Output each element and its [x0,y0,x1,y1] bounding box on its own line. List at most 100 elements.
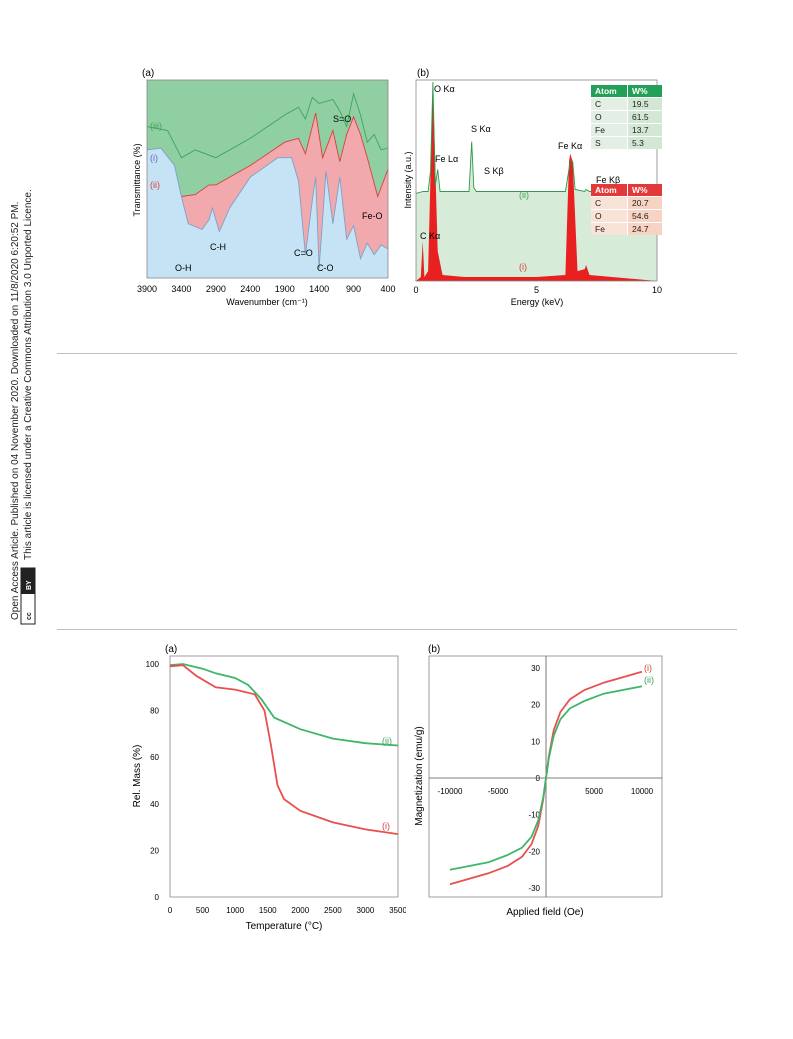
vsm-y-tick-label: 30 [531,664,540,673]
tga-y-tick-label: 40 [150,800,159,809]
tga-x-tick-label: 3000 [357,906,375,915]
edx-green-atom: O [591,110,628,124]
edx-panel-label: (b) [417,68,429,79]
vsm-series-label-ii: (ii) [644,675,654,685]
cc-by-badge[interactable]: cc BY [20,567,36,625]
ftir-annotation-co-double: C=O [294,248,313,258]
edx-x-axis-label: Energy (keV) [511,297,564,307]
vsm-x-tick-label: -5000 [488,787,509,796]
tga-x-tick-label: 3500 [389,906,406,915]
edx-x-tick-label: 0 [413,285,418,295]
edx-peak-s-kb: S Kβ [484,166,504,176]
edx-green-row: C 19.5 [591,97,662,111]
vsm-y-tick-label: -30 [528,884,540,893]
ftir-panel-label: (a) [142,68,154,79]
tga-x-tick-label: 1000 [226,906,244,915]
edx-peak-fe-ka: Fe Kα [558,141,582,151]
edx-frame [415,79,658,282]
ftir-x-tick-label: 2900 [206,284,226,294]
ftir-x-tick-label: 1400 [309,284,329,294]
ftir-series-label-i: (i) [150,153,158,163]
vsm-y-axis-label: Magnetization (emu/g) [414,726,425,826]
edx-figure: (b) 0 5 10 Energy (keV) Intensity (a.u.) O… [400,62,670,314]
tga-plot-area [169,663,399,835]
tga-series-label-i: (i) [382,821,390,831]
vsm-y-tick-label: 0 [536,774,541,783]
vsm-y-tick-label: 10 [531,737,540,746]
vsm-plot-area [429,656,662,897]
edx-red-header-w: W% [627,184,662,197]
edx-red-value: 24.7 [627,222,662,235]
edx-red-header-atom: Atom [591,184,628,197]
ftir-x-tick-label: 900 [346,284,361,294]
ftir-annotation-feo: Fe-O [362,211,383,221]
edx-green-atom: C [591,97,628,111]
edx-green-value: 13.7 [627,123,662,137]
ftir-series-label-ii: (ii) [150,180,160,190]
edx-green-row: Fe 13.7 [591,123,662,137]
ftir-annotation-oh: O-H [175,263,192,273]
ftir-line-ii [146,112,389,198]
tga-panel-label: (a) [165,644,177,655]
tga-x-axis-label: Temperature (°C) [246,921,323,932]
edx-x-tick-label: 5 [534,285,539,295]
vsm-figure: (b) -10000 -5000 5000 10000 30 20 10 0 -10 -20 -30… [410,638,670,938]
ftir-annotation-so: S=O [333,114,351,124]
ftir-annotation-co: C-O [317,263,334,273]
ftir-x-tick-label: 3400 [171,284,191,294]
edx-red-value: 54.6 [627,209,662,223]
cc-icon: cc [26,612,33,620]
tga-line-i [169,664,399,835]
divider-top [57,353,737,354]
vsm-panel-label: (b) [428,644,440,655]
vsm-svg: (b) -10000 -5000 5000 10000 30 20 10 0 -10 -20 -30… [414,644,663,918]
tga-y-tick-label: 60 [150,753,159,762]
tga-y-tick-label: 0 [155,893,160,902]
edx-red-row: C 20.7 [591,196,662,210]
edx-table-red: Atom W% C 20.7 O 54.6 Fe 24.7 [591,184,662,235]
ftir-x-tick-label: 3900 [137,284,157,294]
edx-green-value: 19.5 [627,97,662,111]
license-line-1: Open Access Article. Published on 04 Nov… [10,202,21,620]
edx-peak-fe-kb: Fe Kβ [596,175,620,185]
edx-peak-fe-la: Fe Lα [435,154,458,164]
edx-green-row: S 5.3 [591,136,662,149]
vsm-x-axis-label: Applied field (Oe) [506,907,583,918]
edx-red-value: 20.7 [627,196,662,210]
tga-series-label-ii: (ii) [382,736,392,746]
ftir-x-ticks: 3900 3400 2900 2400 1900 1400 900 400 [137,284,396,294]
tga-y-tick-label: 80 [150,707,159,716]
tga-x-tick-label: 500 [196,906,210,915]
edx-green-row: O 61.5 [591,110,662,124]
ftir-x-tick-label: 1900 [275,284,295,294]
ftir-svg: (a) 3900 3400 2900 2400 1900 1400 900 400 Waven… [132,68,396,307]
ftir-x-tick-label: 2400 [240,284,260,294]
tga-frame [169,655,399,898]
edx-green-header-w: W% [627,85,662,98]
license-line-2: This article is licensed under a Creativ… [23,189,34,560]
by-icon: BY [26,580,33,590]
ftir-line-i [146,147,389,269]
edx-y-axis-label: Intensity (a.u.) [403,151,413,208]
ftir-area-i [147,148,388,278]
tga-line-ii [169,663,399,747]
vsm-ticks: -10000 -5000 5000 10000 30 20 10 0 -10 -20 -30 [438,664,654,893]
edx-green-atom: Fe [591,123,628,137]
tga-x-tick-label: 1500 [259,906,277,915]
ftir-annotation-ch: C-H [210,242,226,252]
edx-red-row: Fe 24.7 [591,222,662,235]
vsm-y-tick-label: -10 [528,811,540,820]
vsm-x-tick-label: -10000 [438,787,463,796]
ftir-x-axis-label: Wavenumber (cm⁻¹) [226,297,307,307]
edx-red-atom: C [591,196,628,210]
ftir-frame [146,79,389,279]
tga-y-axis-label: Rel. Mass (%) [132,745,143,808]
vsm-line-ii [449,685,643,871]
edx-green-value: 5.3 [627,136,662,149]
divider-bottom [57,629,737,630]
vsm-x-tick-label: 5000 [585,787,603,796]
ftir-plot-area [146,80,389,278]
edx-x-tick-label: 10 [652,285,662,295]
vsm-y-tick-label: -20 [528,847,540,856]
tga-x-tick-label: 0 [168,906,173,915]
